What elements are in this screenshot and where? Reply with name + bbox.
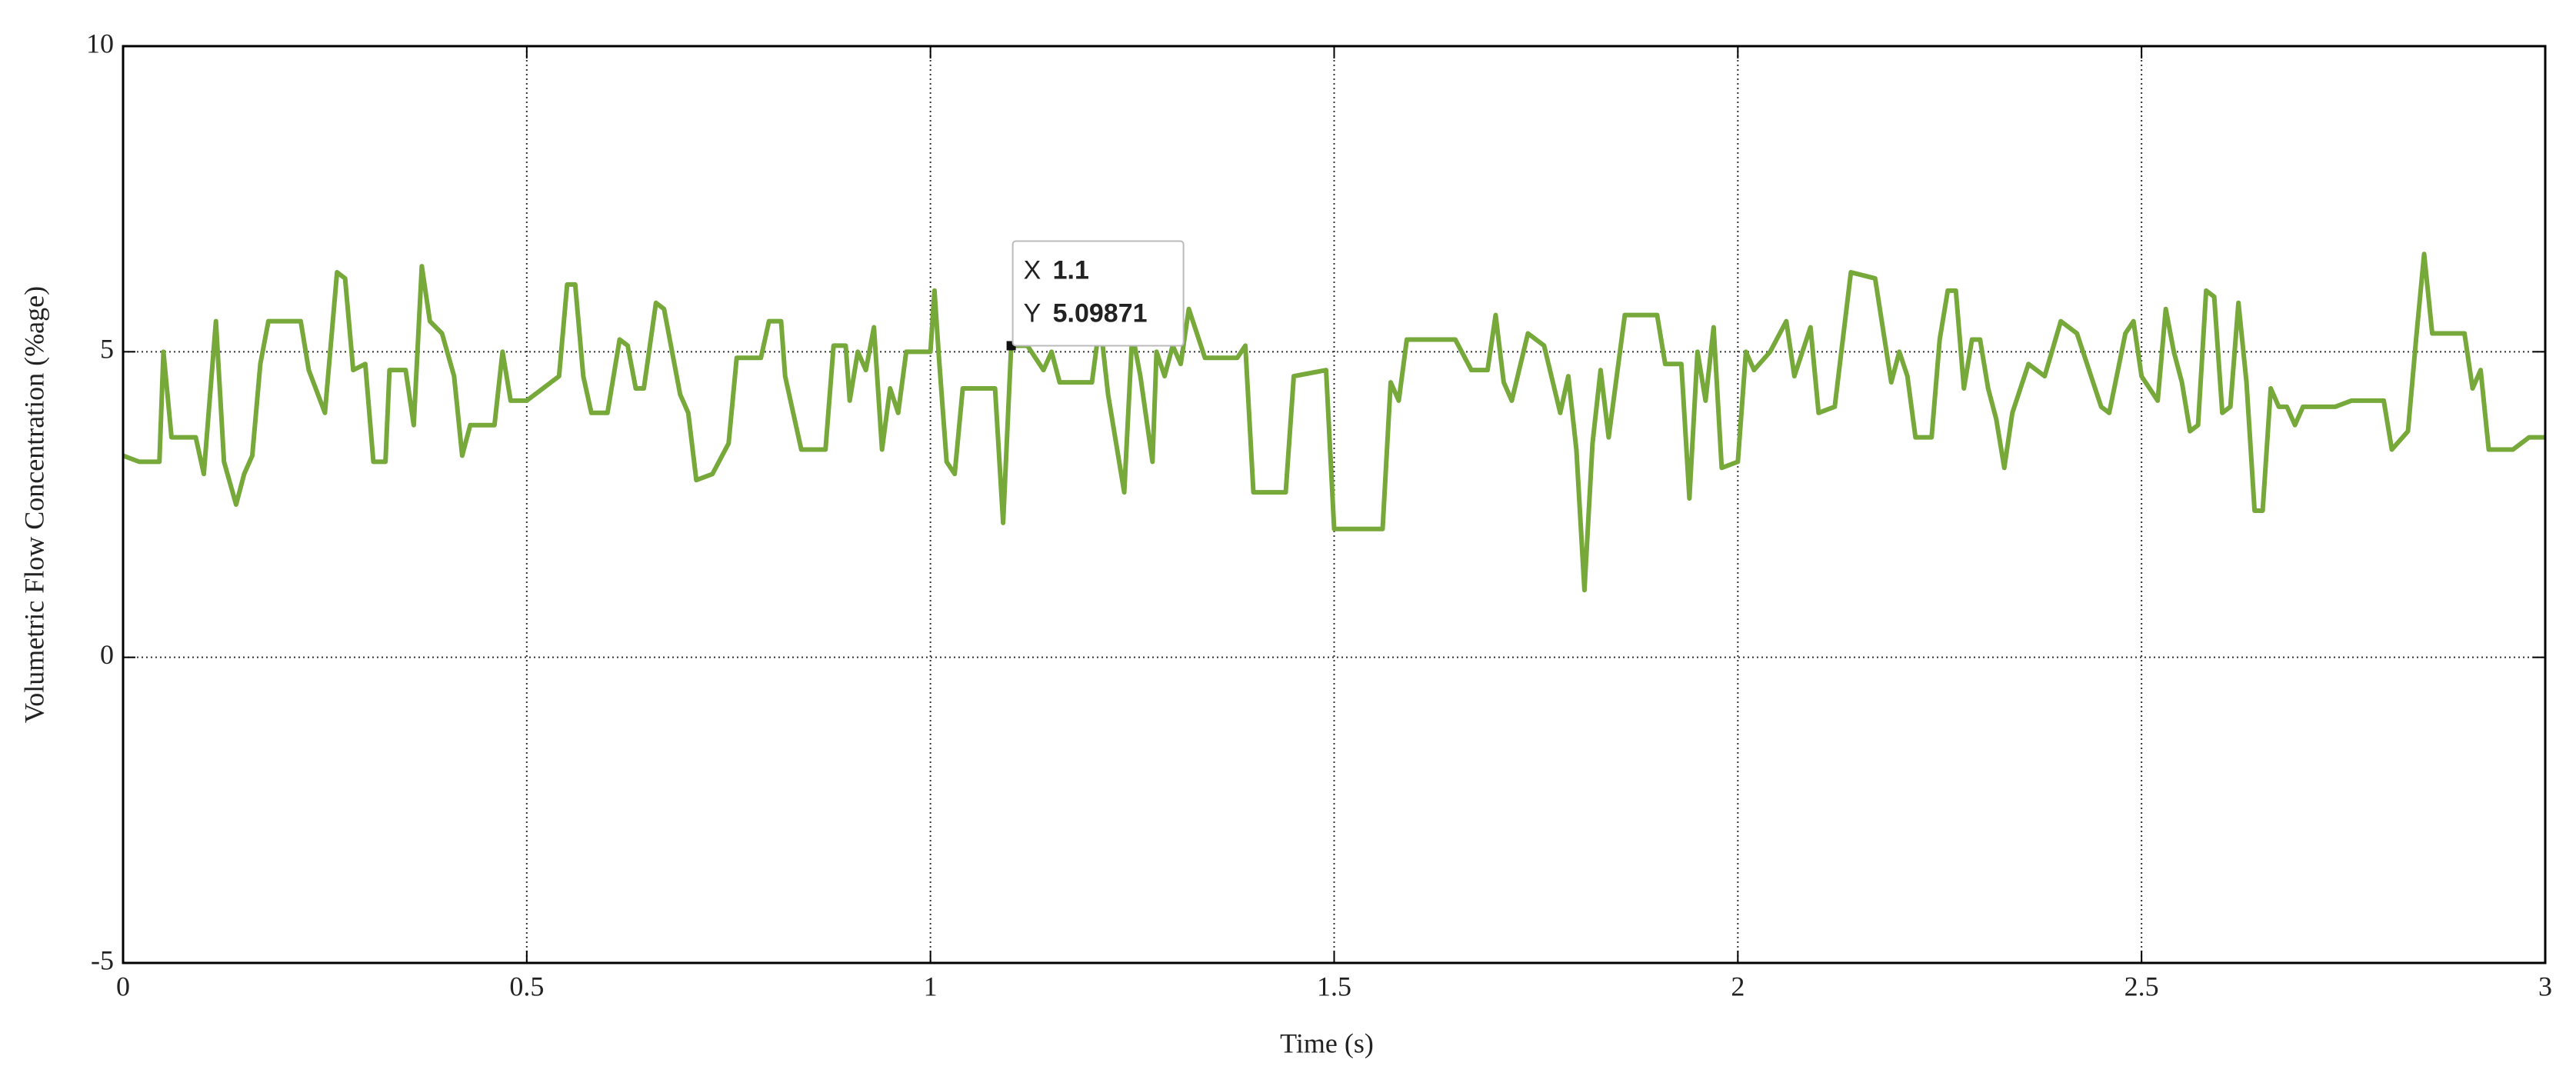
y-tick-label: 0 [100,639,114,670]
datatip-y-name: Y [1024,298,1041,328]
x-tick-label: 0 [116,971,130,1001]
datatip-y-value: 5.09871 [1053,298,1148,328]
x-tick-label: 0.5 [509,971,544,1001]
x-tick-label: 2 [1731,971,1745,1001]
x-tick-label: 3 [2538,971,2552,1001]
y-tick-label: 5 [100,334,114,365]
datatip: X 1.1 Y 5.09871 [1011,240,1185,347]
datatip-x-value: 1.1 [1053,255,1089,285]
y-tick-label: -5 [91,944,114,975]
datatip-x-name: X [1024,255,1041,285]
x-axis-label: Time (s) [1280,1028,1374,1058]
plot-frame [122,45,2547,964]
x-tick-label: 1 [924,971,938,1001]
x-tick-label: 1.5 [1317,971,1351,1001]
y-axis-label: Volumetric Flow Concentration (%age) [18,286,49,723]
datatip-box [1011,240,1185,347]
y-tick-label: 10 [86,28,114,58]
data-line [122,252,2545,593]
x-tick-label: 2.5 [2124,971,2159,1001]
